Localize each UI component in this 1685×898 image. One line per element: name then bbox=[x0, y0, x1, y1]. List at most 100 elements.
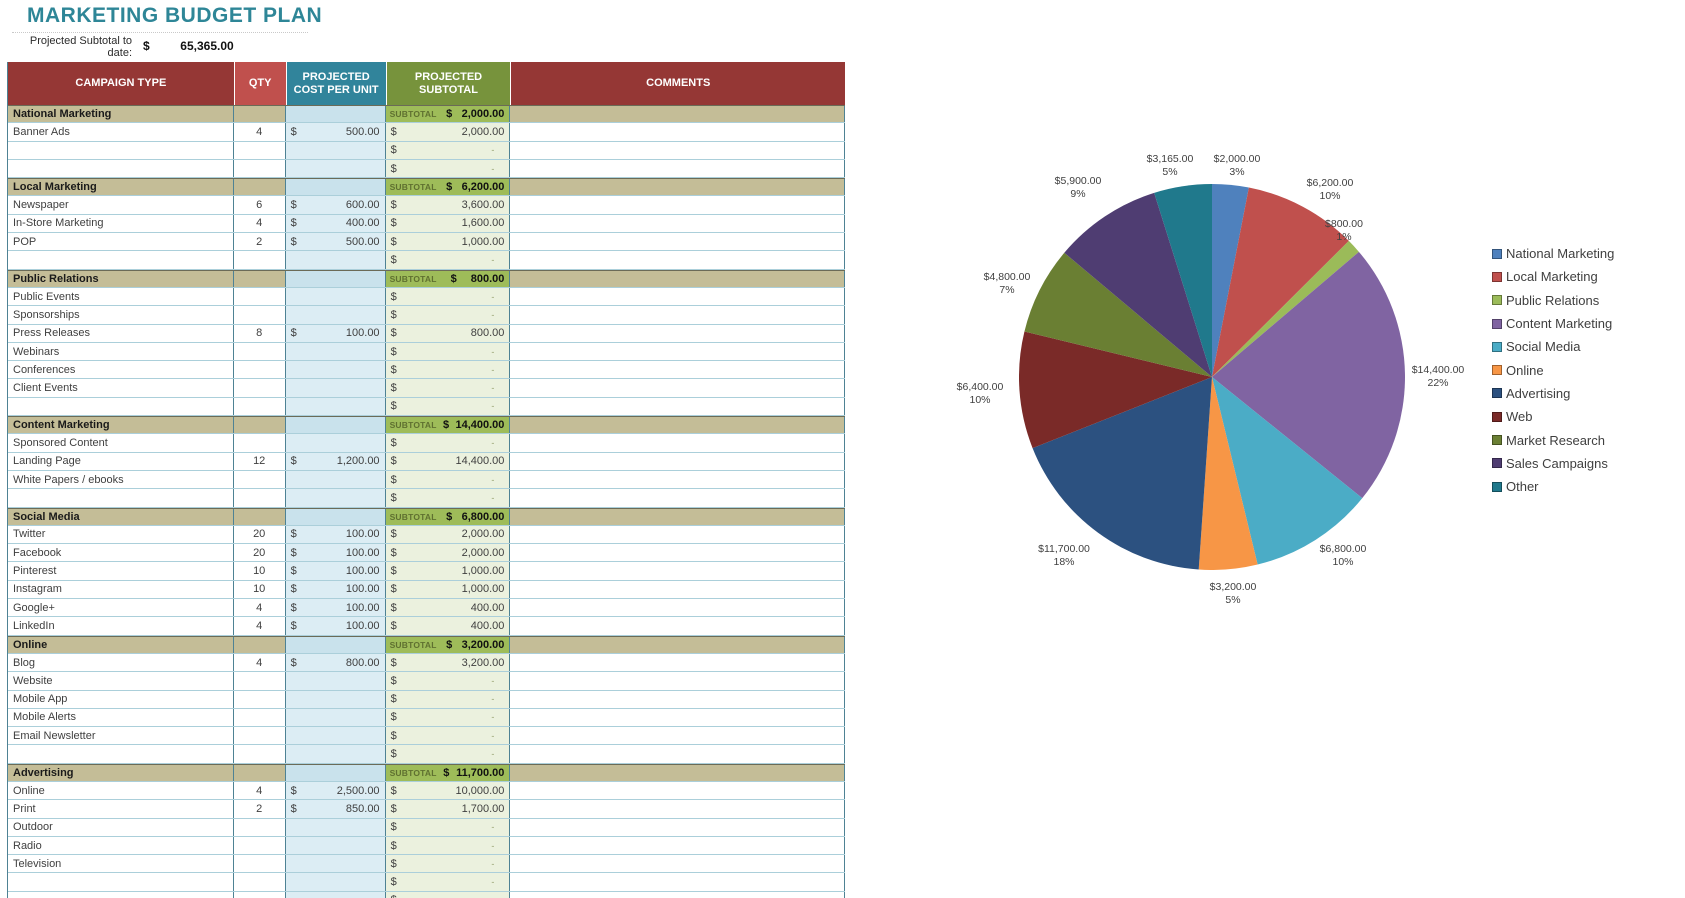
subtotal-cell[interactable]: $- bbox=[385, 855, 511, 873]
cost-cell[interactable] bbox=[285, 361, 386, 379]
subtotal-cell[interactable]: $- bbox=[385, 708, 511, 727]
subtotal-cell[interactable]: SUBTOTAL $3,200.00 bbox=[385, 636, 511, 653]
cost-cell[interactable] bbox=[285, 489, 386, 507]
subtotal-cell[interactable]: $- bbox=[385, 361, 511, 379]
cost-cell[interactable] bbox=[285, 672, 386, 690]
campaign-cell[interactable]: In-Store Marketing bbox=[8, 214, 234, 233]
comments-cell[interactable] bbox=[510, 891, 845, 898]
subtotal-cell[interactable]: $- bbox=[385, 873, 511, 891]
comments-cell[interactable] bbox=[510, 452, 845, 470]
cost-cell[interactable] bbox=[285, 397, 386, 416]
campaign-cell[interactable]: Newspaper bbox=[8, 196, 234, 214]
cost-cell[interactable] bbox=[285, 636, 386, 653]
section-name-cell[interactable]: Social Media bbox=[8, 508, 234, 525]
subtotal-cell[interactable]: $- bbox=[385, 672, 511, 690]
cost-cell[interactable] bbox=[285, 873, 386, 891]
section-name-cell[interactable]: Advertising bbox=[8, 764, 234, 781]
comments-cell[interactable] bbox=[510, 361, 845, 379]
cost-cell[interactable] bbox=[285, 159, 386, 178]
cost-cell[interactable]: $800.00 bbox=[285, 653, 386, 672]
campaign-cell[interactable]: Conferences bbox=[8, 361, 234, 379]
qty-cell[interactable] bbox=[234, 836, 286, 855]
subtotal-cell[interactable]: $- bbox=[385, 836, 511, 855]
comments-cell[interactable] bbox=[510, 470, 845, 489]
campaign-cell[interactable]: Radio bbox=[8, 836, 234, 855]
subtotal-cell[interactable]: $- bbox=[385, 891, 511, 898]
cost-cell[interactable] bbox=[285, 836, 386, 855]
qty-cell[interactable]: 4 bbox=[234, 599, 286, 617]
comments-cell[interactable] bbox=[510, 508, 845, 525]
campaign-cell[interactable] bbox=[8, 141, 234, 159]
comments-cell[interactable] bbox=[510, 306, 845, 324]
cost-cell[interactable] bbox=[285, 508, 386, 525]
cost-cell[interactable] bbox=[285, 855, 386, 873]
campaign-cell[interactable] bbox=[8, 745, 234, 763]
cost-cell[interactable] bbox=[285, 690, 386, 708]
qty-cell[interactable] bbox=[234, 690, 286, 708]
qty-cell[interactable]: 20 bbox=[234, 525, 286, 544]
subtotal-cell[interactable]: $- bbox=[385, 379, 511, 397]
campaign-cell[interactable]: Online bbox=[8, 781, 234, 800]
cost-cell[interactable] bbox=[285, 708, 386, 727]
comments-cell[interactable] bbox=[510, 599, 845, 617]
section-name-cell[interactable]: Local Marketing bbox=[8, 179, 234, 196]
cost-cell[interactable] bbox=[285, 287, 386, 306]
cost-cell[interactable] bbox=[285, 270, 386, 287]
qty-cell[interactable] bbox=[233, 106, 286, 123]
campaign-cell[interactable]: Client Events bbox=[8, 379, 234, 397]
comments-cell[interactable] bbox=[510, 525, 845, 544]
comments-cell[interactable] bbox=[510, 179, 845, 196]
subtotal-cell[interactable]: $1,000.00 bbox=[385, 233, 511, 251]
qty-cell[interactable] bbox=[234, 818, 286, 836]
comments-cell[interactable] bbox=[510, 342, 845, 361]
comments-cell[interactable] bbox=[510, 434, 845, 452]
comments-cell[interactable] bbox=[510, 379, 845, 397]
qty-cell[interactable]: 6 bbox=[234, 196, 286, 214]
campaign-cell[interactable]: Landing Page bbox=[8, 452, 234, 470]
cost-cell[interactable] bbox=[285, 434, 386, 452]
subtotal-cell[interactable]: $1,000.00 bbox=[385, 580, 511, 599]
subtotal-cell[interactable]: $2,000.00 bbox=[385, 123, 511, 141]
cost-cell[interactable] bbox=[285, 727, 386, 745]
qty-cell[interactable] bbox=[233, 417, 286, 434]
qty-cell[interactable]: 8 bbox=[234, 324, 286, 342]
campaign-cell[interactable]: Mobile Alerts bbox=[8, 708, 234, 727]
comments-cell[interactable] bbox=[510, 544, 845, 562]
qty-cell[interactable] bbox=[233, 764, 286, 781]
campaign-cell[interactable] bbox=[8, 891, 234, 898]
subtotal-cell[interactable]: $- bbox=[385, 251, 511, 269]
subtotal-cell[interactable]: $- bbox=[385, 342, 511, 361]
subtotal-cell[interactable]: $1,000.00 bbox=[385, 562, 511, 580]
subtotal-cell[interactable]: $400.00 bbox=[385, 617, 511, 635]
subtotal-cell[interactable]: $800.00 bbox=[385, 324, 511, 342]
campaign-cell[interactable] bbox=[8, 873, 234, 891]
qty-cell[interactable]: 2 bbox=[234, 800, 286, 818]
comments-cell[interactable] bbox=[510, 324, 845, 342]
subtotal-cell[interactable]: $- bbox=[385, 818, 511, 836]
subtotal-cell[interactable]: $400.00 bbox=[385, 599, 511, 617]
qty-cell[interactable] bbox=[234, 141, 286, 159]
cost-cell[interactable] bbox=[285, 891, 386, 898]
subtotal-cell[interactable]: SUBTOTAL $800.00 bbox=[385, 270, 511, 287]
subtotal-cell[interactable]: SUBTOTAL $6,800.00 bbox=[385, 508, 511, 525]
qty-cell[interactable]: 4 bbox=[234, 214, 286, 233]
cost-cell[interactable] bbox=[285, 179, 386, 196]
comments-cell[interactable] bbox=[510, 562, 845, 580]
campaign-cell[interactable]: Press Releases bbox=[8, 324, 234, 342]
comments-cell[interactable] bbox=[510, 672, 845, 690]
campaign-cell[interactable]: Television bbox=[8, 855, 234, 873]
qty-cell[interactable] bbox=[234, 379, 286, 397]
cost-cell[interactable] bbox=[285, 470, 386, 489]
campaign-cell[interactable] bbox=[8, 397, 234, 416]
cost-cell[interactable]: $1,200.00 bbox=[285, 452, 386, 470]
cost-cell[interactable]: $100.00 bbox=[285, 599, 386, 617]
qty-cell[interactable] bbox=[234, 727, 286, 745]
campaign-cell[interactable]: Print bbox=[8, 800, 234, 818]
section-name-cell[interactable]: Content Marketing bbox=[8, 417, 234, 434]
qty-cell[interactable] bbox=[234, 287, 286, 306]
campaign-cell[interactable]: Website bbox=[8, 672, 234, 690]
qty-cell[interactable] bbox=[234, 873, 286, 891]
qty-cell[interactable] bbox=[234, 745, 286, 763]
comments-cell[interactable] bbox=[510, 196, 845, 214]
campaign-cell[interactable]: Blog bbox=[8, 653, 234, 672]
